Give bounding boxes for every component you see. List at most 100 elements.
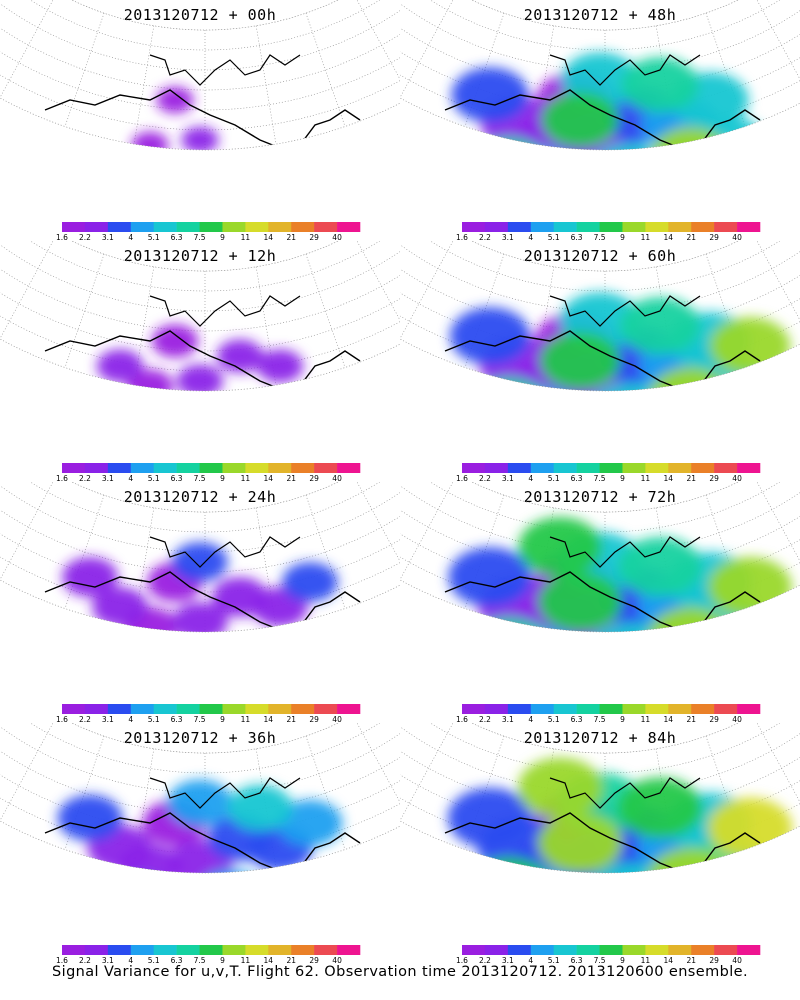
variance-map: 1.6 2.2 3.1 4 5.1 6.3 7.5 9 11 14 21 29 40 <box>400 241 800 481</box>
legend-swatch <box>199 704 223 714</box>
map-panel: 2013120712 + 36h 1.6 2.2 3.1 4 5.1 6.3 7.5 9 11 14… <box>0 723 400 963</box>
legend-label: 6.3 <box>171 956 183 963</box>
legend-swatch <box>599 945 623 955</box>
graticule-parallel <box>1 482 400 533</box>
legend-label: 9 <box>620 956 625 963</box>
legend-swatch <box>645 945 669 955</box>
legend-swatch <box>337 704 361 714</box>
coastline <box>149 777 301 809</box>
legend-label: 21 <box>286 715 296 722</box>
legend-label: 21 <box>686 956 696 963</box>
legend-label: 6.3 <box>171 715 183 722</box>
legend-label: 29 <box>709 956 719 963</box>
legend-swatch <box>62 222 86 232</box>
legend-label: 11 <box>241 474 251 481</box>
graticule-meridian <box>64 254 105 368</box>
variance-contour <box>151 324 199 358</box>
legend-label: 3.1 <box>502 233 514 240</box>
variance-contour <box>587 862 673 874</box>
coastline <box>149 536 301 568</box>
variance-contour <box>449 307 531 365</box>
legend-swatch <box>62 463 86 473</box>
coastline <box>44 571 361 633</box>
legend-label: 11 <box>241 956 251 963</box>
legend-label: 4 <box>528 715 533 722</box>
legend-label: 9 <box>620 233 625 240</box>
legend-label: 40 <box>732 956 742 963</box>
legend-swatch <box>462 463 486 473</box>
panel-title: 2013120712 + 72h <box>523 488 677 506</box>
legend-swatch <box>576 222 600 232</box>
panel-title: 2013120712 + 36h <box>123 729 277 747</box>
variance-contour <box>469 377 551 392</box>
legend-label: 7.5 <box>594 715 606 722</box>
legend-swatch <box>245 463 269 473</box>
map-panel: 2013120712 + 60h 1.6 2.2 3.1 4 5.1 6.3 7.5 9 11 14… <box>400 241 800 481</box>
coastline <box>149 54 301 86</box>
graticule-parallel <box>0 509 400 593</box>
legend-label: 1.6 <box>56 233 68 240</box>
legend-swatch <box>291 463 315 473</box>
variance-contour <box>621 57 699 113</box>
legend-label: 29 <box>709 715 719 722</box>
map-boundary <box>0 241 400 392</box>
legend-label: 5.1 <box>548 233 560 240</box>
variance-contour <box>57 794 123 842</box>
legend-swatch <box>484 704 509 714</box>
legend-label: 14 <box>664 233 674 240</box>
legend-label: 2.2 <box>79 956 91 963</box>
legend-label: 4 <box>128 474 133 481</box>
legend-swatch <box>84 704 109 714</box>
legend-label: 3.1 <box>502 956 514 963</box>
graticule-meridian <box>400 723 458 822</box>
legend-label: 40 <box>732 233 742 240</box>
legend-label: 1.6 <box>456 474 468 481</box>
coastline <box>44 89 361 151</box>
graticule-meridian <box>795 241 800 301</box>
coastline <box>149 295 301 327</box>
legend-label: 40 <box>332 474 342 481</box>
variance-contour <box>618 537 702 597</box>
legend-swatch <box>337 463 361 473</box>
legend-swatch <box>691 704 715 714</box>
legend-swatch <box>176 945 200 955</box>
graticule-meridian <box>352 723 400 822</box>
legend-label: 1.6 <box>56 956 68 963</box>
legend-label: 7.5 <box>194 474 206 481</box>
variance-contour <box>448 547 532 607</box>
variance-contour <box>451 67 529 123</box>
graticule-parallel <box>413 241 797 272</box>
legend-label: 2.2 <box>79 233 91 240</box>
legend-label: 40 <box>332 233 342 240</box>
legend-label: 7.5 <box>194 233 206 240</box>
legend-swatch <box>462 945 486 955</box>
graticule-parallel <box>0 27 400 111</box>
legend-swatch <box>622 945 646 955</box>
graticule-meridian <box>305 13 346 127</box>
legend-label: 1.6 <box>456 956 468 963</box>
legend-label: 40 <box>732 474 742 481</box>
coastline <box>549 54 701 86</box>
legend-label: 11 <box>641 233 651 240</box>
legend-label: 1.6 <box>456 715 468 722</box>
legend-label: 3.1 <box>102 715 114 722</box>
legend-swatch <box>714 222 738 232</box>
graticule-parallel <box>13 241 397 272</box>
legend-label: 1.6 <box>456 233 468 240</box>
variance-contour <box>256 349 304 383</box>
graticule-parallel <box>0 283 400 372</box>
legend-swatch <box>268 945 292 955</box>
graticule-meridian <box>752 0 800 99</box>
variance-contour <box>181 126 219 151</box>
legend-swatch <box>507 704 532 714</box>
legend-swatch <box>622 463 646 473</box>
legend-swatch <box>645 463 669 473</box>
variance-contour <box>619 297 701 355</box>
map-panel: 2013120712 + 84h 1.6 2.2 3.1 4 5.1 6.3 7.5 9 11 14… <box>400 723 800 963</box>
legend-swatch <box>737 704 761 714</box>
legend-swatch <box>291 222 315 232</box>
legend-swatch <box>199 463 223 473</box>
graticule-meridian <box>0 0 58 99</box>
legend-swatch <box>222 704 246 714</box>
variance-map: 1.6 2.2 3.1 4 5.1 6.3 7.5 9 11 14 21 29 40 <box>0 0 400 240</box>
